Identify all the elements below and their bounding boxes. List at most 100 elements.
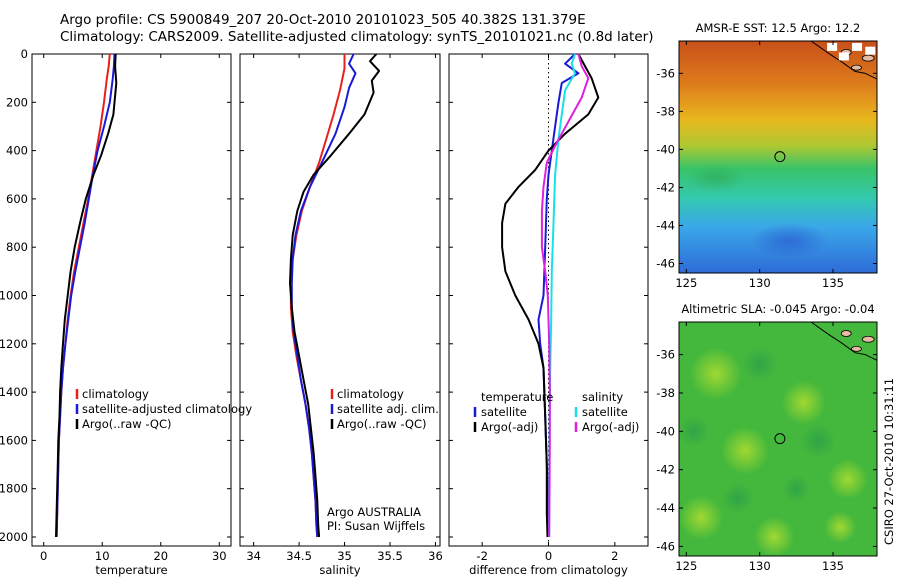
series-satellite-adj-clim- (290, 53, 357, 538)
x-tick-label: 36 (428, 549, 443, 563)
y-tick-label: -36 (656, 66, 675, 80)
island-icon (851, 64, 862, 71)
land-pixel (838, 52, 849, 61)
series-salinity-argo-adj- (540, 53, 590, 538)
plot-frame (31, 53, 232, 547)
sst-patch (685, 163, 746, 192)
sla-patch (781, 380, 826, 425)
profile-panel-1: 0 10 20 30 temperature 0 200 400 600 800 1000 1200 1… (0, 47, 252, 577)
y-tick-label: 2000 (0, 530, 28, 544)
island-icon (861, 54, 875, 62)
float-position-marker (774, 433, 786, 445)
sla-patch (677, 415, 710, 448)
x-tick-label: 34.5 (286, 549, 312, 563)
coastline (810, 321, 878, 361)
title-line-1: Argo profile: CS 5900849_207 20-Oct-2010… (60, 12, 586, 28)
x-tick-label: 10 (95, 549, 110, 563)
sla-patch (689, 347, 742, 400)
series-argo-raw-qc- (289, 53, 381, 538)
x-tick-label: 135 (822, 276, 844, 290)
land-pixel (852, 42, 863, 51)
sla-patch (721, 482, 754, 515)
y-tick-label: 1200 (0, 337, 28, 351)
profile-panel-2: 34 34.5 35 35.5 36 salinity climatologysatelli… (239, 53, 443, 577)
title-line-2: Climatology: CARS2009. Satellite-adjuste… (60, 29, 654, 45)
sla-patch (800, 422, 837, 459)
x-axis-label: difference from climatology (469, 563, 628, 577)
annotation-text: Argo AUSTRALIA (327, 505, 421, 519)
y-tick-label: -36 (656, 348, 675, 362)
x-tick-label: -2 (476, 549, 487, 563)
legend-label: satellite (582, 405, 628, 419)
x-tick-label: 35.5 (377, 549, 403, 563)
legend-label: climatology (82, 387, 149, 401)
x-tick-label: 0 (40, 549, 47, 563)
float-position-marker (774, 151, 786, 163)
y-tick-label: 800 (6, 240, 28, 254)
y-tick-label: 600 (6, 192, 28, 206)
land-pixel (827, 42, 838, 51)
x-tick-label: 130 (749, 559, 771, 573)
y-tick-label: 400 (6, 144, 28, 158)
x-tick-label: 0 (545, 549, 552, 563)
annotation-text: PI: Susan Wijffels (327, 519, 425, 533)
y-tick-label: 1800 (0, 482, 28, 496)
series-climatology (55, 53, 111, 538)
x-tick-label: 135 (822, 559, 844, 573)
series-satellite-adjusted-climatology (55, 53, 116, 538)
coastline (810, 40, 878, 80)
island-icon (840, 330, 852, 337)
y-tick-label: 0 (21, 47, 28, 61)
legend-heading: salinity (582, 390, 623, 404)
y-tick-label: -38 (656, 104, 675, 118)
y-tick-label: -40 (656, 142, 675, 156)
x-tick-label: 20 (153, 549, 168, 563)
y-tick-label: -38 (656, 386, 675, 400)
map-title: AMSR-E SST: 12.5 Argo: 12.2 (696, 21, 861, 35)
island-icon (851, 345, 862, 352)
sla-patch (824, 511, 857, 544)
x-tick-label: 125 (675, 276, 697, 290)
sla-patch (782, 474, 811, 503)
x-axis-label: temperature (95, 563, 167, 577)
x-tick-label: 130 (749, 276, 771, 290)
y-tick-label: -46 (656, 256, 675, 270)
plot-frame (239, 53, 441, 547)
sla-patch (721, 426, 769, 475)
y-tick-label: 1000 (0, 289, 28, 303)
legend-heading: temperature (481, 390, 553, 404)
sla-patch (754, 516, 795, 557)
y-tick-label: -46 (656, 539, 675, 553)
y-tick-label: 1400 (0, 385, 28, 399)
sst-cold-patch (749, 222, 829, 259)
x-tick-label: 34 (246, 549, 261, 563)
map-panel-1: 125 130 135 -36 -38 -40 -42 -44 -46 AMSR-E SST: 1… (656, 21, 878, 290)
map-title: Altimetric SLA: -0.045 Argo: -0.04 (681, 302, 874, 316)
y-tick-label: 200 (6, 95, 28, 109)
legend-label: Argo(..raw -QC) (337, 417, 427, 431)
x-tick-label: 125 (675, 559, 697, 573)
y-tick-label: -44 (656, 501, 675, 515)
y-tick-label: -42 (656, 463, 675, 477)
map-frame (678, 40, 878, 274)
x-tick-label: 30 (212, 549, 227, 563)
sla-patch (741, 346, 778, 383)
y-tick-label: -40 (656, 424, 675, 438)
legend-label: satellite (481, 405, 527, 419)
x-tick-label: 35 (337, 549, 352, 563)
series-temperature-argo-adj- (501, 53, 600, 538)
legend-label: Argo(-adj) (481, 420, 538, 434)
legend-label: satellite adj. clim. (337, 402, 439, 416)
sla-patch (827, 459, 868, 500)
y-tick-label: -42 (656, 180, 675, 194)
legend-label: climatology (337, 387, 404, 401)
sla-patch (679, 495, 723, 540)
x-tick-label: 2 (611, 549, 618, 563)
legend-label: Argo(-adj) (582, 420, 639, 434)
legend-label: satellite-adjusted climatology (82, 402, 252, 416)
map-frame (678, 321, 878, 557)
y-tick-label: -44 (656, 218, 675, 232)
series-climatology (289, 54, 346, 538)
